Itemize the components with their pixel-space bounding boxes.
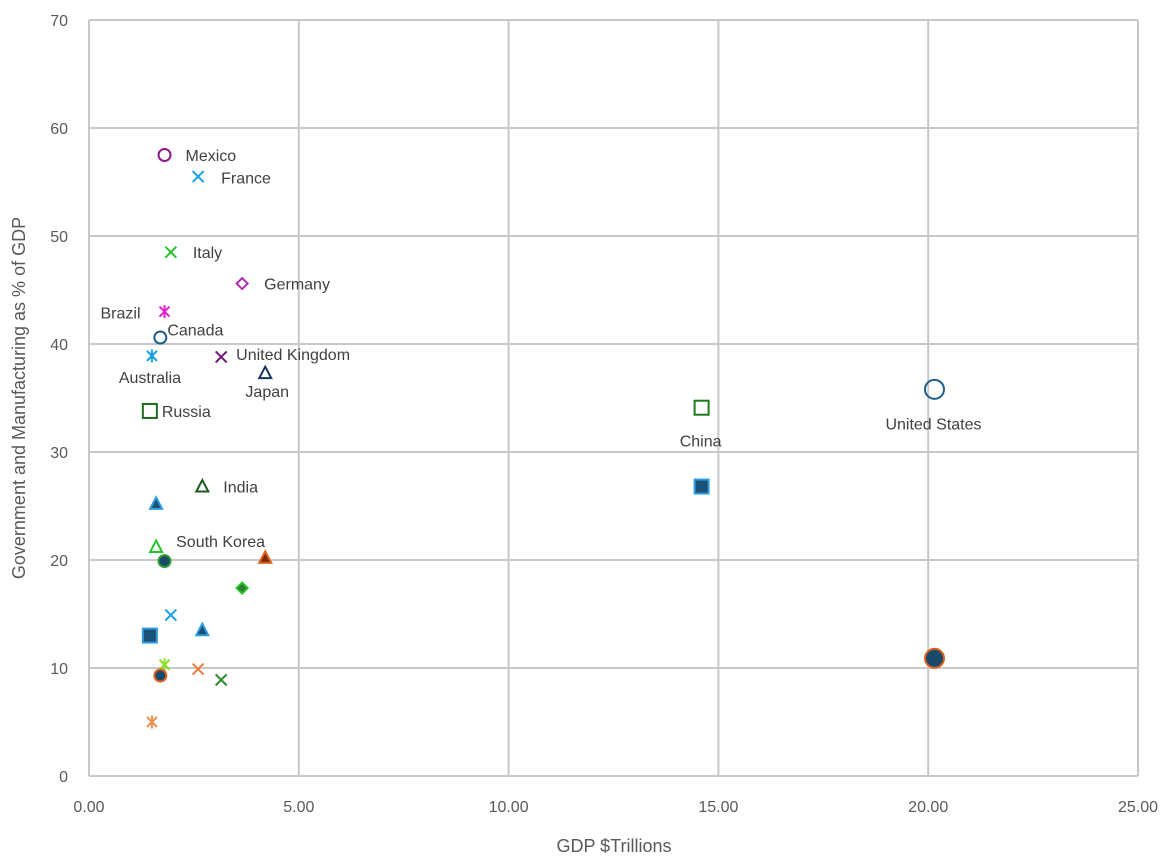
point-s1-10 — [191, 662, 205, 676]
point-india — [194, 477, 210, 493]
label-united-states: United States — [885, 416, 981, 433]
point-s1-5 — [164, 608, 178, 622]
label-india: India — [223, 480, 258, 497]
label-brazil: Brazil — [101, 306, 141, 323]
x-tick-label: 15.00 — [698, 799, 738, 816]
label-russia: Russia — [162, 404, 211, 421]
point-s1-11 — [153, 668, 168, 683]
point-canada — [153, 330, 168, 345]
point-s1-8 — [923, 647, 945, 669]
label-united-kingdom: United Kingdom — [236, 347, 350, 364]
y-tick-label: 10 — [50, 661, 68, 678]
point-s1-2 — [257, 549, 273, 564]
point-labels: Mexico France Italy Germany Brazil Canada Aust… — [101, 148, 982, 551]
x-tick-label: 25.00 — [1118, 799, 1158, 816]
point-russia — [141, 402, 158, 419]
label-china: China — [680, 434, 722, 451]
point-s1-3 — [157, 554, 172, 569]
x-axis-ticks: 0.00 5.00 10.00 15.00 20.00 25.00 — [73, 799, 1158, 816]
label-france: France — [221, 171, 271, 188]
y-tick-label: 50 — [50, 229, 68, 246]
point-s1-13 — [146, 715, 158, 729]
point-s1-9 — [158, 658, 171, 672]
point-united-kingdom — [214, 350, 228, 364]
point-south-korea — [148, 538, 164, 554]
label-canada: Canada — [167, 323, 223, 340]
y-tick-label: 20 — [50, 553, 68, 570]
point-japan — [257, 364, 273, 380]
y-tick-label: 60 — [50, 121, 68, 138]
point-italy — [164, 245, 178, 259]
y-tick-label: 70 — [50, 13, 68, 30]
point-s1-6 — [141, 627, 158, 644]
point-france — [191, 170, 205, 183]
y-axis-ticks: 0 10 20 30 40 50 60 70 — [50, 13, 68, 786]
point-australia — [146, 349, 158, 363]
point-s1-7 — [194, 621, 210, 637]
y-axis-title: Government and Manufacturing as % of GDP — [9, 217, 29, 579]
label-japan: Japan — [245, 384, 289, 401]
point-s1-4 — [235, 581, 250, 595]
label-mexico: Mexico — [186, 148, 237, 165]
x-tick-label: 5.00 — [283, 799, 314, 816]
point-s1-12 — [214, 673, 228, 687]
x-axis-title: GDP $Trillions — [556, 836, 671, 856]
label-australia: Australia — [119, 370, 181, 387]
x-tick-label: 0.00 — [73, 799, 104, 816]
point-s1-1 — [148, 495, 164, 510]
y-tick-label: 30 — [50, 445, 68, 462]
point-s1-0 — [693, 478, 710, 495]
data-points — [141, 148, 945, 729]
y-tick-label: 0 — [59, 769, 68, 786]
x-tick-label: 10.00 — [489, 799, 529, 816]
point-brazil — [158, 305, 171, 319]
label-south-korea: South Korea — [176, 534, 265, 551]
label-germany: Germany — [264, 277, 330, 294]
point-mexico — [157, 148, 172, 162]
point-united-states — [923, 378, 945, 400]
x-tick-label: 20.00 — [908, 799, 948, 816]
y-tick-label: 40 — [50, 337, 68, 354]
label-italy: Italy — [193, 245, 222, 262]
point-china — [693, 399, 710, 416]
point-germany — [235, 276, 250, 291]
